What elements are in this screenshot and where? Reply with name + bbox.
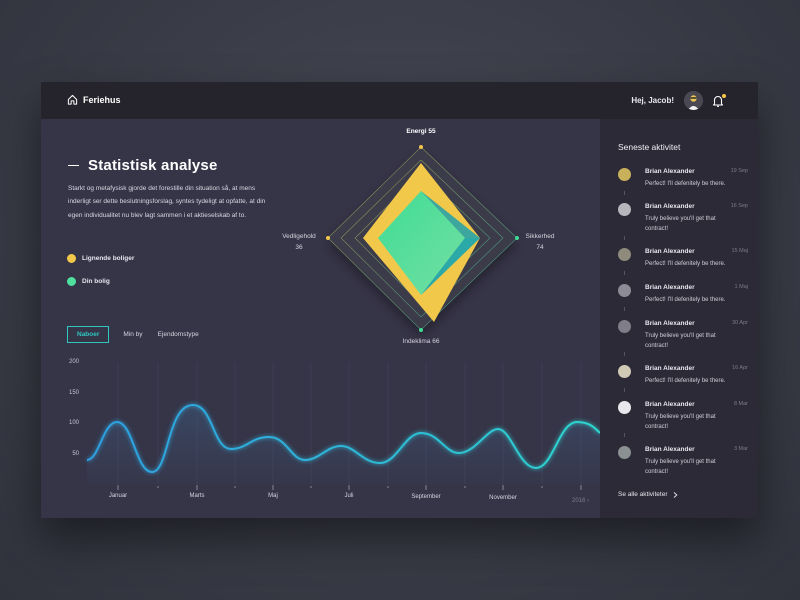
title-dash (68, 164, 79, 167)
activity-name: Brian Alexander (645, 446, 695, 453)
avatar (618, 248, 631, 261)
year-selector[interactable]: 2016 › (572, 498, 590, 504)
activity-message: Perfect! I'll defenitely be there. (645, 181, 726, 187)
activity-sidebar: Seneste aktivitet Brian Alexander 19 Sep… (600, 119, 758, 518)
activity-message: Perfect! I'll defenitely be there. (645, 378, 726, 384)
radar-label-energi: Energi 55 (396, 128, 446, 135)
home-icon (67, 94, 78, 105)
activity-message: Perfect! I'll defenitely be there. (645, 261, 726, 267)
x-label: Maj (268, 493, 278, 499)
y-tick: 100 (68, 420, 79, 426)
tab-naboer[interactable]: Naboer (67, 326, 110, 343)
brand-name: Feriehus (83, 94, 121, 105)
activity-date: 15 Maj (731, 248, 748, 254)
activity-name: Brian Alexander (645, 365, 695, 372)
axis-name: Energi (406, 128, 427, 135)
activity-name: Brian Alexander (645, 401, 695, 408)
main-panel: Statistisk analyse Starkt og metafysisk … (41, 119, 600, 518)
tab-min-by[interactable]: Min by (123, 331, 143, 338)
avatar (618, 401, 631, 414)
x-label: Marts (189, 493, 205, 499)
see-all-label: Se alle aktiviteter (618, 491, 668, 498)
activity-message: Perfect! I'll defenitely be there. (645, 297, 726, 303)
notification-badge (722, 93, 726, 98)
x-label: Juli (344, 493, 354, 499)
user-avatar[interactable] (684, 91, 703, 110)
chevron-right-icon (673, 491, 677, 498)
dashboard-window: Feriehus Hej, Jacob! (41, 82, 758, 518)
activity-date: 1 Maj (734, 284, 748, 290)
activity-date: 16 Sep (730, 203, 748, 209)
axis-value: 55 (428, 128, 436, 135)
activity-date: 8 Mar (733, 401, 748, 407)
line-chart (86, 362, 600, 490)
axis-name: Vedligehold (282, 233, 316, 240)
user-avatar-icon (684, 91, 703, 110)
timeline-connector (624, 191, 625, 195)
timeline-connector (624, 236, 625, 240)
activity-date: 16 Apr (732, 365, 748, 371)
axis-name: Sikkerhed (525, 233, 555, 240)
page-title: Statistisk analyse (88, 157, 218, 174)
avatar (618, 168, 631, 181)
legend-item-similar: Lignende boliger (67, 254, 134, 263)
brand[interactable]: Feriehus (67, 94, 121, 105)
activity-name: Brian Alexander (645, 320, 695, 327)
avatar (618, 203, 631, 216)
x-label: Januar (108, 493, 128, 499)
activity-message: Truly believe you'll get that contract! (645, 216, 716, 232)
radar-label-indeklima: Indeklima 66 (396, 338, 446, 345)
radar-chart (326, 145, 519, 332)
activity-name: Brian Alexander (645, 284, 695, 291)
radar-label-sikkerhed: Sikkerhed 74 (523, 233, 557, 251)
tab-ejendomstype[interactable]: Ejendomstype (157, 331, 199, 338)
notifications-button[interactable] (712, 93, 726, 108)
avatar (618, 284, 631, 297)
comparison-tabs: Naboer Min by Ejendomstype (67, 326, 214, 343)
avatar (618, 320, 631, 333)
avatar (618, 365, 631, 378)
timeline-connector (624, 352, 625, 356)
timeline-connector (624, 433, 625, 437)
bell-icon (712, 95, 724, 107)
legend-label: Din bolig (82, 278, 110, 285)
greeting: Hej, Jacob! (631, 96, 674, 105)
activity-name: Brian Alexander (645, 168, 695, 175)
top-bar: Feriehus Hej, Jacob! (41, 82, 758, 119)
activity-title: Seneste aktivitet (618, 142, 681, 152)
legend-dot-yellow (67, 254, 76, 263)
axis-value: 36 (295, 244, 303, 251)
legend-dot-green (67, 277, 76, 286)
analysis-description: Starkt og metafysisk gjorde det forestil… (68, 185, 266, 219)
axis-value: 74 (536, 244, 544, 251)
activity-message: Truly believe you'll get that contract! (645, 333, 716, 349)
user-area: Hej, Jacob! (631, 91, 726, 110)
activity-message: Truly believe you'll get that contract! (645, 414, 716, 430)
y-tick: 150 (68, 390, 79, 396)
legend-item-yours: Din bolig (67, 277, 110, 286)
y-tick: 200 (68, 359, 79, 365)
section-header: Statistisk analyse (68, 157, 218, 174)
activity-date: 30 Apr (732, 320, 748, 326)
radar-label-vedligehold: Vedligehold 36 (276, 233, 322, 251)
timeline-connector (624, 307, 625, 311)
timeline-connector (624, 388, 625, 392)
see-all-activities-link[interactable]: Se alle aktiviteter (618, 491, 678, 498)
x-label: November (489, 495, 517, 501)
avatar (618, 446, 631, 459)
activity-date: 19 Sep (730, 168, 748, 174)
activity-name: Brian Alexander (645, 203, 695, 210)
axis-name: Indeklima (402, 338, 431, 345)
y-tick: 50 (72, 451, 79, 457)
x-label: September (411, 494, 441, 500)
axis-value: 66 (432, 338, 440, 345)
activity-message: Truly believe you'll get that contract! (645, 459, 716, 475)
activity-name: Brian Alexander (645, 248, 695, 255)
timeline-connector (624, 271, 625, 275)
legend-label: Lignende boliger (82, 255, 135, 262)
activity-date: 3 Mar (733, 446, 748, 452)
